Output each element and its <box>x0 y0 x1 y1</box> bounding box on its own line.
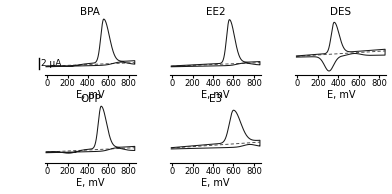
Title: OPP: OPP <box>80 94 101 104</box>
Title: E3: E3 <box>209 94 222 104</box>
X-axis label: E, mV: E, mV <box>76 178 105 188</box>
X-axis label: E, mV: E, mV <box>201 178 230 188</box>
Text: 2 μA: 2 μA <box>42 59 62 68</box>
X-axis label: E, mV: E, mV <box>327 90 355 100</box>
X-axis label: E, mV: E, mV <box>201 90 230 100</box>
Title: EE2: EE2 <box>206 7 225 17</box>
Title: DES: DES <box>330 7 351 17</box>
X-axis label: E, mV: E, mV <box>76 90 105 100</box>
Title: BPA: BPA <box>80 7 100 17</box>
